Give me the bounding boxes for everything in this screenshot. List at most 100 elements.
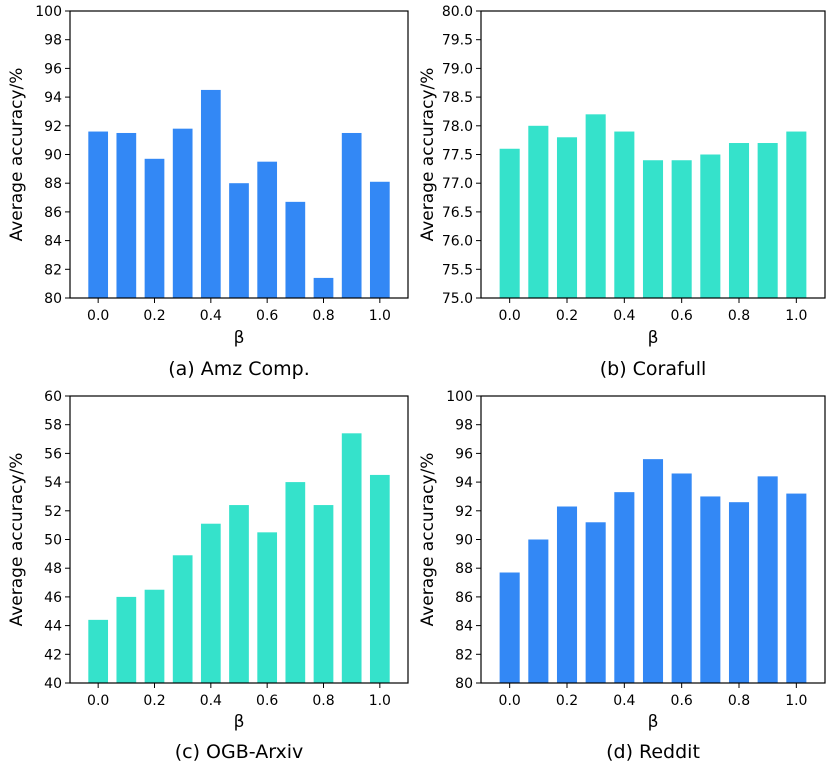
y-tick-label: 48 [44, 561, 62, 577]
x-axis-label: β [648, 328, 659, 348]
bar [556, 506, 578, 683]
bar [786, 131, 807, 298]
bar [528, 539, 549, 683]
bar [614, 492, 635, 683]
bar [556, 137, 578, 298]
y-tick-label: 60 [44, 389, 62, 405]
chart-2: 40 42 44 46 48 50 52 54 56 58 60 0.0 0.2 0.4 0.6 0.8 1.0… [7, 389, 409, 763]
x-tick-label: 0.0 [499, 308, 521, 324]
x-tick-label: 0.6 [256, 693, 278, 709]
bar [285, 482, 306, 683]
bar [257, 161, 278, 298]
bar [499, 572, 520, 683]
x-tick-label: 0.2 [143, 308, 165, 324]
bar [313, 505, 334, 683]
y-tick-label: 40 [44, 676, 62, 692]
y-tick-label: 80.0 [442, 4, 473, 20]
x-tick-label: 0.4 [200, 308, 222, 324]
x-tick-label: 0.0 [87, 308, 109, 324]
chart-caption: (c) OGB-Arxiv [175, 741, 304, 763]
bar [369, 474, 390, 683]
x-tick-label: 0.8 [728, 693, 750, 709]
y-tick-label: 76.0 [442, 234, 473, 250]
y-tick-label: 98 [44, 33, 62, 49]
y-tick-label: 79.0 [442, 61, 473, 77]
bar [116, 132, 137, 298]
bar [285, 201, 306, 298]
bar [728, 143, 750, 298]
y-tick-label: 100 [35, 4, 62, 20]
y-axis-label: Average accuracy/% [7, 68, 27, 242]
y-tick-label: 90 [455, 533, 473, 549]
y-tick-label: 96 [455, 446, 473, 462]
bar [585, 522, 606, 683]
y-tick-label: 82 [44, 262, 62, 278]
bar [144, 158, 165, 298]
x-tick-label: 1.0 [369, 693, 391, 709]
y-axis-label: Average accuracy/% [418, 453, 438, 627]
y-tick-label: 46 [44, 590, 62, 606]
x-tick-label: 0.6 [256, 308, 278, 324]
y-tick-label: 56 [44, 446, 62, 462]
bar [341, 132, 362, 298]
x-tick-label: 0.2 [143, 693, 165, 709]
x-tick-label: 0.2 [556, 693, 578, 709]
y-tick-label: 78.0 [442, 119, 473, 135]
chart-caption: (d) Reddit [606, 741, 700, 763]
y-tick-label: 76.5 [442, 205, 473, 221]
bar [757, 476, 778, 683]
x-axis-label: β [234, 712, 245, 732]
y-tick-label: 79.5 [442, 33, 473, 49]
bar [369, 181, 390, 298]
y-axis-label: Average accuracy/% [7, 453, 27, 627]
bar [700, 154, 721, 298]
y-tick-label: 92 [455, 504, 473, 520]
bar [313, 277, 334, 298]
y-tick-label: 92 [44, 119, 62, 135]
bar [700, 496, 721, 683]
chart-0: 80 82 84 86 88 90 92 94 96 98 100 0.0 0.2 0.4 0.6 0.8 1.… [7, 4, 409, 380]
bar [671, 160, 692, 298]
y-tick-label: 75.5 [442, 262, 473, 278]
x-tick-label: 0.4 [613, 693, 635, 709]
y-tick-label: 78.5 [442, 90, 473, 106]
bar [757, 143, 778, 298]
y-tick-label: 75.0 [442, 291, 473, 307]
y-tick-label: 96 [44, 61, 62, 77]
bar [229, 505, 249, 683]
x-tick-label: 1.0 [785, 308, 807, 324]
x-tick-label: 1.0 [785, 693, 807, 709]
bar [528, 125, 549, 298]
bar [116, 596, 137, 683]
chart-1: 75.0 75.5 76.0 76.5 77.0 77.5 78.0 78.5 79.0 79.5… [418, 4, 826, 380]
bar [671, 473, 692, 683]
bar [172, 555, 193, 683]
y-tick-label: 94 [455, 475, 473, 491]
chart-caption: (a) Amz Comp. [168, 358, 310, 380]
y-tick-label: 100 [446, 389, 473, 405]
y-tick-label: 84 [44, 234, 62, 250]
x-tick-label: 1.0 [369, 308, 391, 324]
y-tick-label: 88 [44, 176, 62, 192]
y-tick-label: 86 [455, 590, 473, 606]
y-axis-label: Average accuracy/% [418, 68, 438, 242]
bar [229, 183, 249, 298]
bar [341, 433, 362, 683]
x-tick-label: 0.8 [312, 308, 334, 324]
y-tick-label: 54 [44, 475, 62, 491]
bar [200, 523, 221, 683]
bar [585, 114, 606, 298]
y-tick-label: 52 [44, 504, 62, 520]
y-tick-label: 82 [455, 647, 473, 663]
y-tick-label: 77.0 [442, 176, 473, 192]
bar [88, 131, 109, 298]
bar [786, 493, 807, 683]
y-tick-label: 80 [44, 291, 62, 307]
x-tick-label: 0.6 [671, 693, 693, 709]
bar [88, 619, 109, 683]
bar [642, 459, 664, 683]
x-tick-label: 0.2 [556, 308, 578, 324]
x-tick-label: 0.4 [200, 693, 222, 709]
chart-caption: (b) Corafull [600, 358, 707, 380]
